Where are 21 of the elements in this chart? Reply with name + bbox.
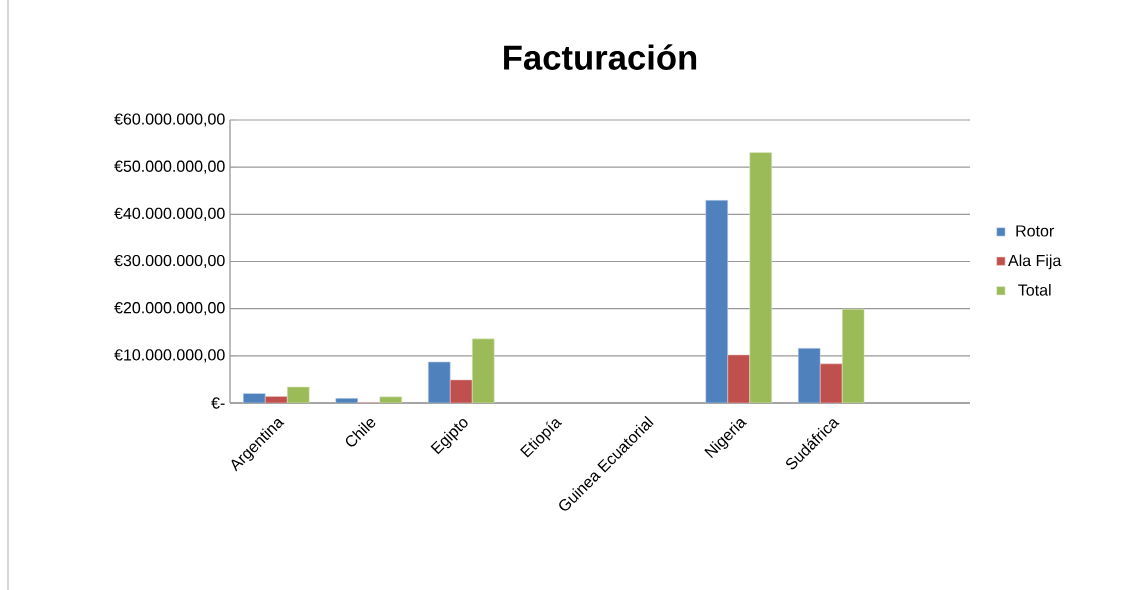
y-tick-label: €60.000.000,00 xyxy=(114,113,225,127)
bar xyxy=(727,354,751,403)
legend-label: Total xyxy=(1018,284,1051,296)
bar xyxy=(427,361,451,403)
y-tick-label: €20.000.000,00 xyxy=(114,302,225,316)
chart-title: Facturación xyxy=(504,44,697,70)
y-tick-label: €- xyxy=(211,397,225,409)
bar xyxy=(286,386,310,403)
bar xyxy=(749,152,773,403)
y-tick-label: €50.000.000,00 xyxy=(114,160,225,174)
legend-label: Rotor xyxy=(1016,225,1054,237)
bar xyxy=(841,308,865,403)
bar xyxy=(819,363,843,403)
legend-label: Ala Fija xyxy=(1008,254,1062,270)
y-tick-label: €40.000.000,00 xyxy=(114,207,225,221)
y-tick-label: €30.000.000,00 xyxy=(114,254,225,269)
bar xyxy=(797,348,821,403)
y-tick-label: €10.000.000,00 xyxy=(114,349,225,363)
bar xyxy=(379,396,403,403)
bar xyxy=(705,199,729,403)
bar xyxy=(471,338,495,403)
